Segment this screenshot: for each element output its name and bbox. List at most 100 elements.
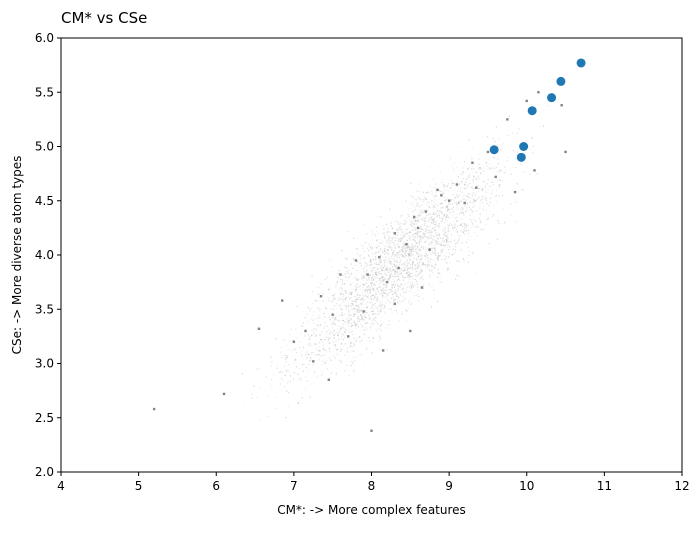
cloud-point (445, 185, 447, 187)
cloud-point (440, 218, 442, 220)
cloud-point (393, 280, 395, 283)
cloud-point (340, 293, 342, 295)
cloud-point (311, 343, 313, 345)
cloud-point (345, 297, 347, 300)
cloud-point (486, 161, 488, 163)
cloud-point (337, 313, 339, 315)
cloud-point (423, 217, 425, 219)
cloud-point (353, 308, 355, 310)
cloud-point (343, 283, 346, 285)
cloud-point (498, 171, 500, 173)
cloud-point (381, 295, 383, 297)
cloud-point (285, 361, 287, 363)
cloud-point (339, 330, 341, 333)
cloud-point (521, 122, 523, 125)
cloud-point (333, 344, 335, 346)
cloud-point (485, 197, 487, 200)
cloud-point (408, 253, 410, 256)
cloud-point (395, 309, 397, 312)
cloud-point (383, 228, 385, 230)
highlight-point (489, 145, 499, 155)
cloud-point (324, 362, 327, 364)
cloud-point (404, 265, 406, 267)
cloud-point (370, 282, 372, 284)
cloud-point (432, 273, 434, 275)
cloud-point (333, 318, 336, 320)
cloud-point (463, 259, 465, 261)
cloud-point (480, 187, 482, 189)
cloud-point (489, 191, 491, 194)
cloud-point (455, 202, 457, 205)
cloud-point (281, 356, 283, 359)
cloud-point (381, 295, 384, 297)
cloud-point (296, 337, 298, 339)
cloud-point (353, 320, 355, 322)
cloud-point (455, 220, 457, 222)
cloud-point (406, 272, 408, 274)
cloud-point (376, 231, 378, 233)
cloud-point (375, 312, 377, 314)
cloud-point (525, 99, 528, 103)
cloud-point (399, 328, 401, 330)
cloud-point (332, 332, 334, 334)
cloud-point (440, 190, 442, 193)
cloud-point (464, 225, 466, 227)
cloud-point (312, 319, 314, 322)
cloud-point (480, 222, 482, 224)
cloud-point (362, 312, 364, 314)
cloud-point (328, 317, 330, 319)
cloud-point (409, 219, 411, 221)
cloud-point (405, 236, 407, 238)
cloud-point (443, 226, 445, 229)
cloud-point (437, 256, 439, 259)
cloud-point (480, 199, 482, 201)
cloud-point (358, 337, 360, 339)
cloud-point (358, 311, 360, 313)
cloud-point (301, 397, 303, 399)
cloud-point (467, 167, 470, 169)
cloud-point (451, 187, 453, 189)
cloud-point (413, 294, 415, 296)
cloud-point (312, 360, 315, 363)
cloud-point (415, 295, 417, 297)
highlight-point (576, 58, 586, 68)
cloud-point (436, 234, 438, 236)
cloud-point (335, 345, 337, 347)
cloud-point (397, 221, 399, 224)
cloud-point (501, 194, 504, 197)
cloud-point (344, 343, 347, 346)
cloud-point (396, 252, 399, 254)
cloud-point (265, 376, 267, 378)
cloud-point (417, 300, 420, 302)
cloud-point (417, 283, 419, 285)
cloud-point (341, 335, 343, 337)
cloud-point (462, 258, 465, 260)
cloud-point (438, 188, 440, 191)
cloud-point (387, 254, 390, 256)
cloud-point (421, 224, 424, 226)
cloud-point (365, 269, 367, 271)
cloud-point (515, 201, 517, 203)
cloud-point (392, 251, 394, 254)
cloud-point (293, 363, 295, 365)
cloud-point (397, 240, 399, 242)
cloud-point (523, 171, 525, 173)
cloud-point (376, 287, 378, 289)
cloud-point (467, 246, 469, 249)
cloud-point (296, 305, 298, 308)
cloud-point (381, 250, 383, 252)
cloud-point (308, 335, 311, 338)
cloud-point (374, 277, 376, 279)
cloud-point (310, 363, 312, 365)
cloud-point (409, 250, 411, 253)
cloud-point (421, 219, 423, 222)
cloud-point (322, 293, 324, 295)
cloud-point (416, 275, 419, 277)
cloud-point (335, 303, 338, 305)
cloud-point (340, 343, 342, 345)
cloud-point (335, 309, 337, 311)
cloud-point (386, 252, 388, 254)
cloud-point (383, 264, 386, 266)
cloud-point (415, 190, 418, 192)
cloud-point (341, 279, 343, 281)
